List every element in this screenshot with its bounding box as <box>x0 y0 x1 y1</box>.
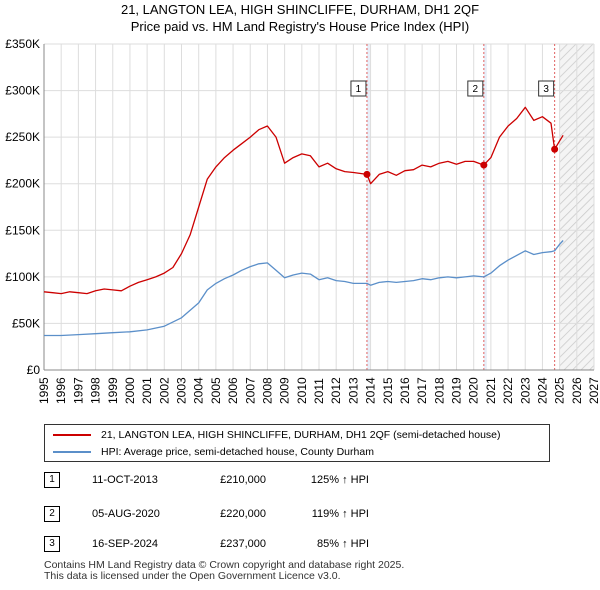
x-tick-label: 2013 <box>346 377 360 404</box>
x-tick-label: 2016 <box>398 377 412 404</box>
legend-swatch-hpi <box>53 451 91 454</box>
x-tick-label: 2011 <box>312 378 326 404</box>
transaction-hpi-change: 125% ↑ HPI <box>310 474 369 486</box>
sale-point <box>551 145 559 153</box>
transaction-price: £220,000 <box>220 508 266 520</box>
x-tick-label: 2004 <box>192 377 206 404</box>
legend: 21, LANGTON LEA, HIGH SHINCLIFFE, DURHAM… <box>44 424 550 462</box>
x-tick-label: 2008 <box>260 377 274 404</box>
transaction-marker-label: 1 <box>356 84 362 95</box>
transaction-date: 11-OCT-2013 <box>92 474 158 486</box>
transaction-marker-box <box>538 80 555 97</box>
legend-label-property: 21, LANGTON LEA, HIGH SHINCLIFFE, DURHAM… <box>101 429 501 441</box>
transaction-marker-label: 2 <box>473 84 479 95</box>
x-tick-label: 2000 <box>123 377 137 404</box>
property-price-line <box>43 106 564 295</box>
x-tick-label: 1999 <box>106 377 120 404</box>
transaction-hpi-change: 85% ↑ HPI <box>317 538 369 550</box>
x-tick-label: 2005 <box>209 377 223 404</box>
x-tick-label: 1998 <box>89 377 103 404</box>
x-tick-label: 1995 <box>37 377 51 404</box>
transaction-number: 3 <box>44 536 60 552</box>
y-tick-label: £0 <box>27 363 41 377</box>
transaction-price: £210,000 <box>220 474 266 486</box>
transaction-price: £237,000 <box>220 538 266 550</box>
sale-point <box>480 161 488 169</box>
x-tick-label: 2017 <box>415 377 429 404</box>
x-tick-label: 2015 <box>381 377 395 404</box>
table-row: 1 11-OCT-2013 £210,000 125% ↑ HPI <box>44 472 584 490</box>
y-tick-label: £350K <box>5 37 40 51</box>
x-tick-label: 2021 <box>484 377 498 404</box>
transaction-number: 1 <box>44 472 60 488</box>
transaction-highlight <box>483 44 487 370</box>
x-tick-label: 2024 <box>535 377 549 404</box>
x-tick-label: 2019 <box>450 377 464 404</box>
x-tick-label: 2020 <box>467 377 481 404</box>
x-tick-label: 2001 <box>140 377 154 404</box>
x-tick-label: 2009 <box>278 377 292 404</box>
x-tick-label: 2010 <box>295 377 309 404</box>
footer-copyright: Contains HM Land Registry data © Crown c… <box>44 559 405 571</box>
x-tick-label: 2023 <box>518 377 532 404</box>
x-tick-label: 2026 <box>570 377 584 404</box>
price-chart: £0 £50K £100K £150K £200K £250K £300K £350K 1995… <box>5 37 600 404</box>
transaction-marker-box <box>350 80 367 97</box>
x-tick-label: 2006 <box>226 377 240 404</box>
x-tick-label: 2012 <box>329 377 343 404</box>
x-tick-label: 2003 <box>175 377 189 404</box>
sale-point <box>363 170 371 178</box>
legend-item-property: 21, LANGTON LEA, HIGH SHINCLIFFE, DURHAM… <box>53 427 501 443</box>
transaction-number: 2 <box>44 506 60 522</box>
transaction-hpi-change: 119% ↑ HPI <box>311 508 369 520</box>
x-tick-label: 2002 <box>157 377 171 404</box>
legend-item-hpi: HPI: Average price, semi-detached house,… <box>53 444 374 460</box>
y-tick-label: £150K <box>5 223 40 237</box>
legend-swatch-property <box>53 434 91 437</box>
y-tick-label: £200K <box>5 177 40 191</box>
y-tick-label: £100K <box>5 270 40 284</box>
footer-licence: This data is licensed under the Open Gov… <box>44 570 341 582</box>
table-row: 3 16-SEP-2024 £237,000 85% ↑ HPI <box>44 536 584 554</box>
y-tick-label: £250K <box>5 130 40 144</box>
x-tick-label: 1997 <box>71 377 85 404</box>
transaction-highlight <box>366 44 370 370</box>
x-tick-label: 2022 <box>501 377 515 404</box>
x-tick-label: 2014 <box>364 377 378 404</box>
transaction-date: 16-SEP-2024 <box>92 538 159 550</box>
x-tick-label: 2027 <box>587 377 600 404</box>
chart-subtitle: Price paid vs. HM Land Registry's House … <box>130 19 470 34</box>
y-tick-label: £50K <box>12 316 40 330</box>
transaction-date: 05-AUG-2020 <box>92 508 160 520</box>
transaction-marker-label: 3 <box>543 84 549 95</box>
x-tick-label: 2025 <box>553 377 567 404</box>
x-tick-label: 2018 <box>432 377 446 404</box>
footer: Contains HM Land Registry data © Crown c… <box>44 560 404 582</box>
hpi-line <box>44 240 564 337</box>
legend-label-hpi: HPI: Average price, semi-detached house,… <box>101 446 374 458</box>
x-tick-label: 2007 <box>243 377 257 404</box>
table-row: 2 05-AUG-2020 £220,000 119% ↑ HPI <box>44 506 584 524</box>
x-tick-label: 1996 <box>54 377 68 404</box>
chart-title: 21, LANGTON LEA, HIGH SHINCLIFFE, DURHAM… <box>120 2 480 17</box>
transaction-marker-box <box>467 80 484 97</box>
y-tick-label: £300K <box>5 84 40 98</box>
